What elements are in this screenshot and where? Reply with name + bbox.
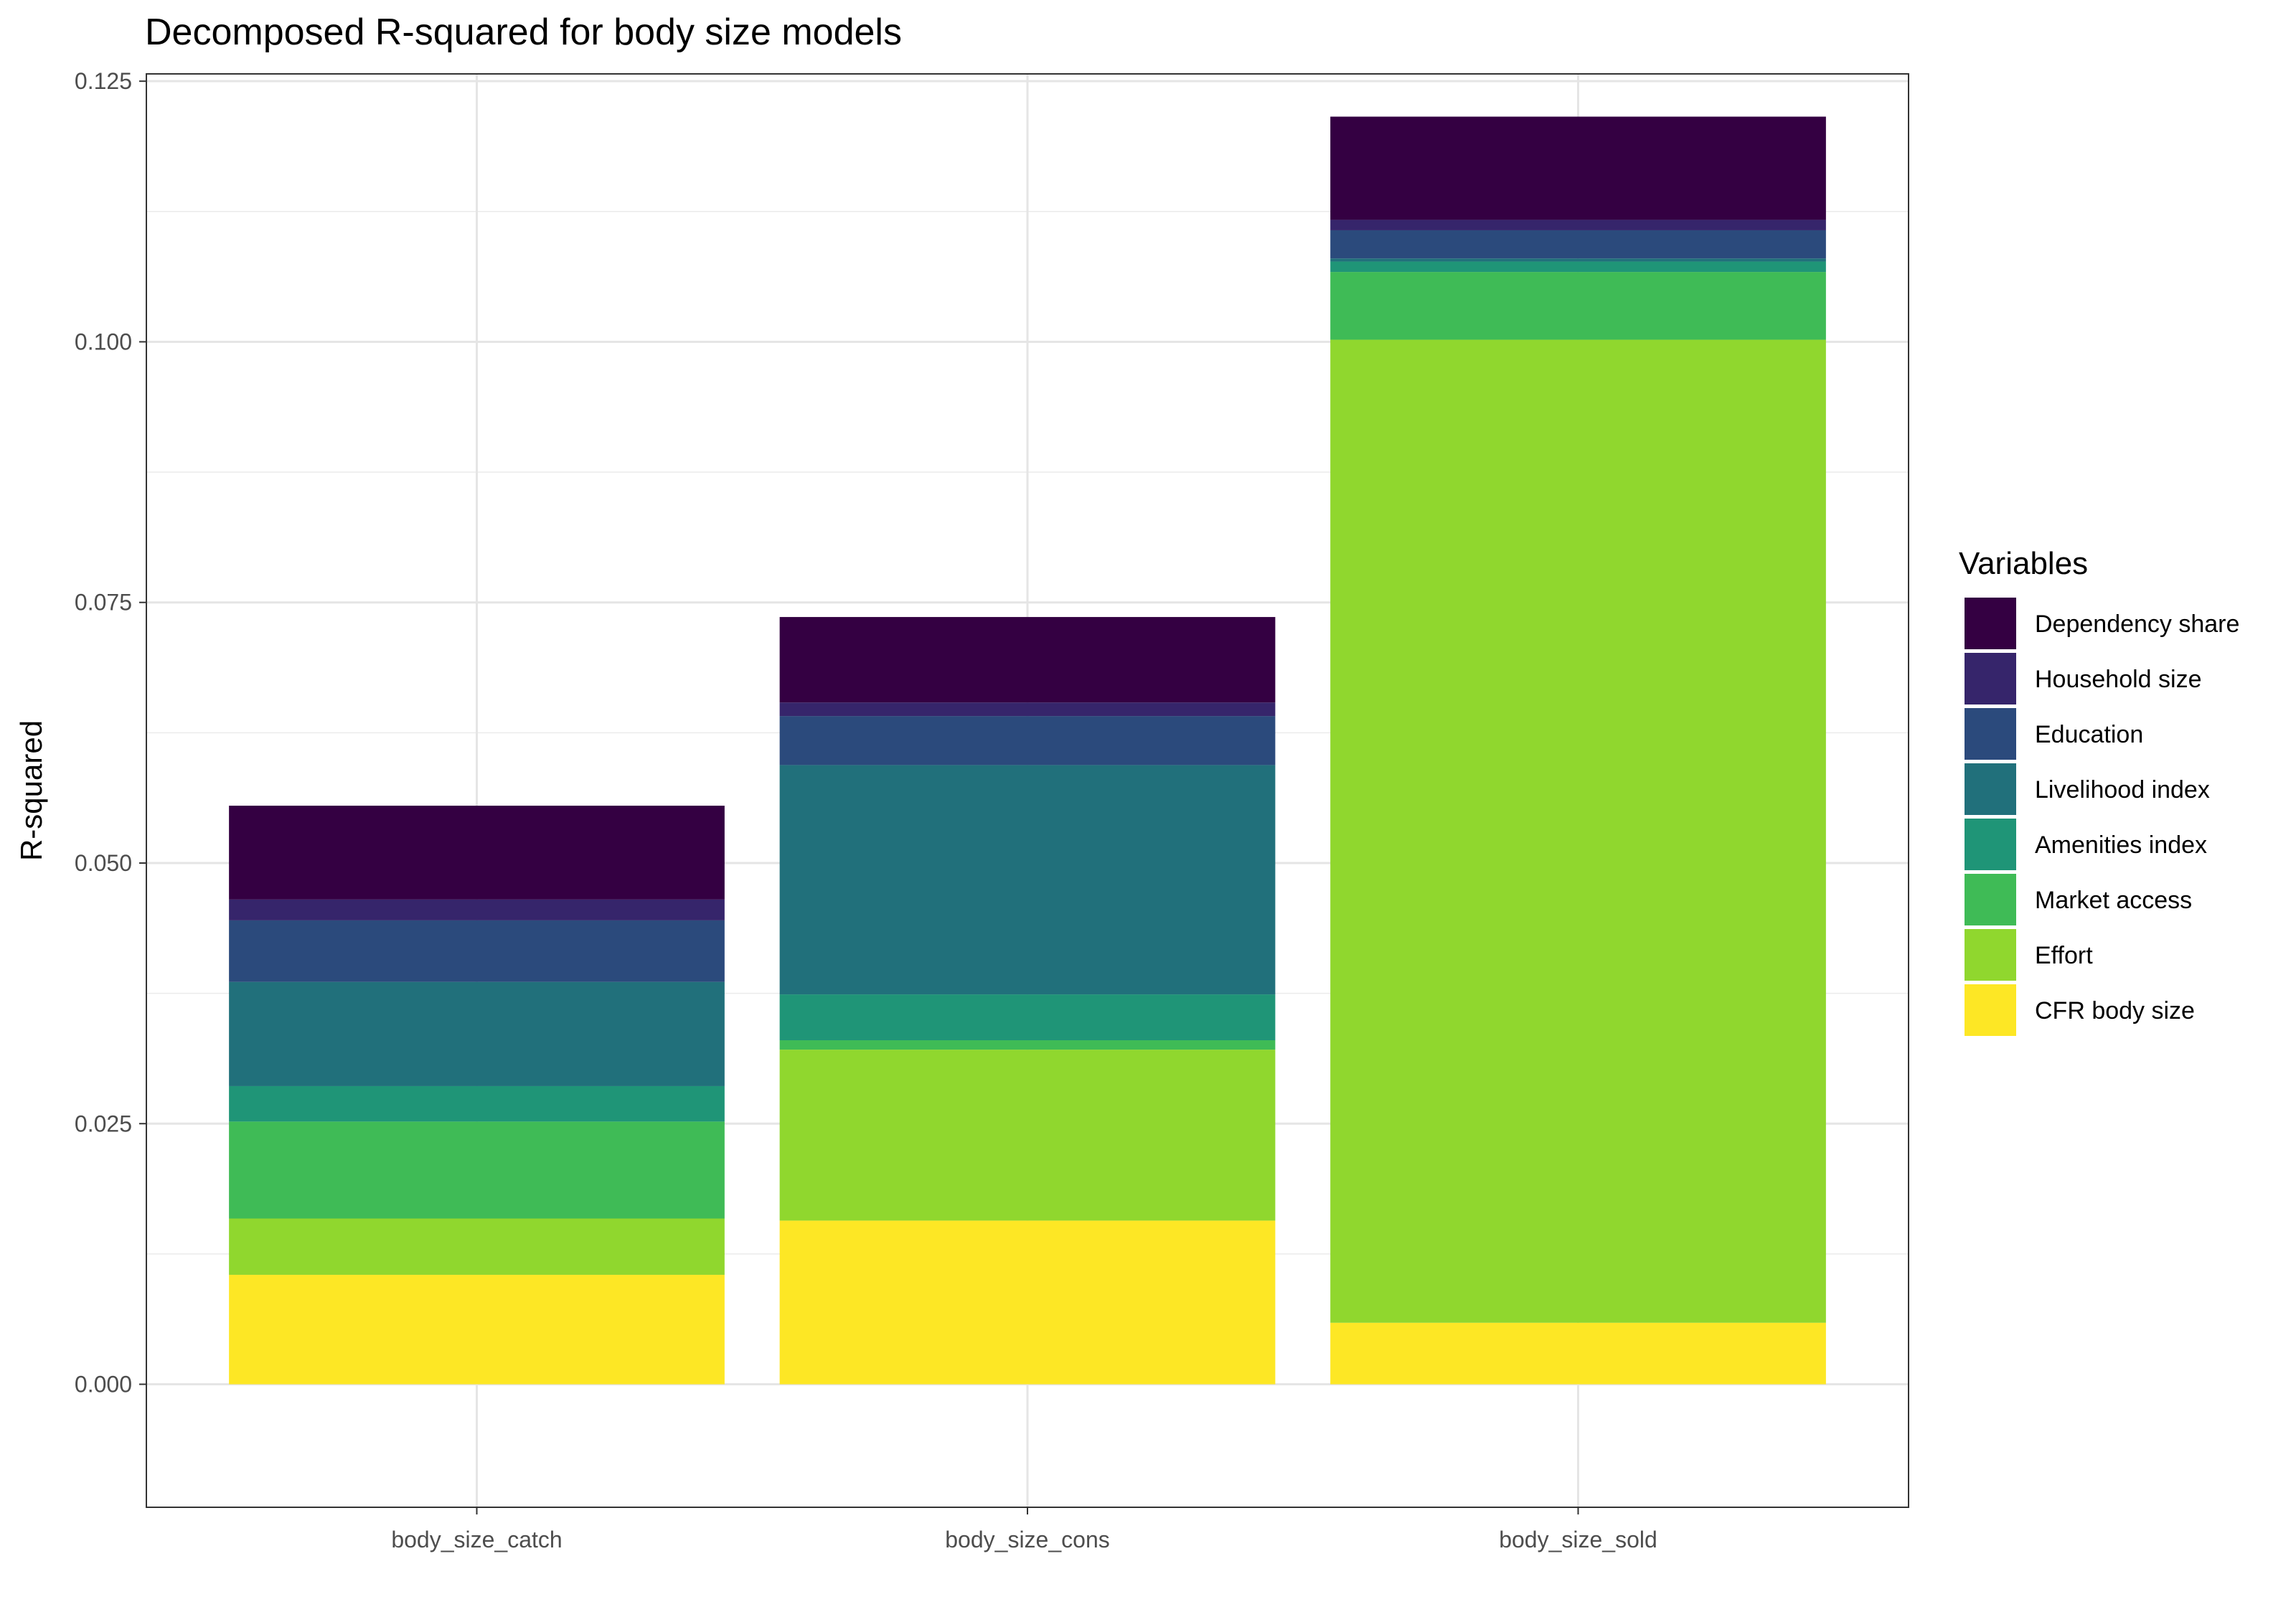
bar-segment-effort-body-size-catch bbox=[229, 1218, 725, 1275]
legend-key-cfr-body-size bbox=[1965, 984, 2016, 1036]
bar-segment-household-size-body-size-sold bbox=[1330, 220, 1826, 230]
bar-segment-market-access-body-size-cons bbox=[779, 1040, 1276, 1050]
x-axis: body_size_catch body_size_cons body_size_s… bbox=[391, 1507, 1657, 1552]
bar-segment-livelihood-index-body-size-catch bbox=[229, 981, 725, 1086]
legend-label-education: Education bbox=[2035, 721, 2143, 748]
bar-segment-cfr-body-size-body-size-catch bbox=[229, 1274, 725, 1385]
legend-key-education bbox=[1965, 708, 2016, 760]
bar-segment-livelihood-index-body-size-sold bbox=[1330, 258, 1826, 262]
legend-key-effort bbox=[1965, 929, 2016, 981]
legend-label-dependency-share: Dependency share bbox=[2035, 611, 2239, 638]
bar-segment-dependency-share-body-size-catch bbox=[229, 806, 725, 900]
legend-key-livelihood-index bbox=[1965, 763, 2016, 815]
bar-segment-livelihood-index-body-size-cons bbox=[779, 765, 1276, 995]
y-axis-title: R-squared bbox=[14, 720, 48, 861]
bar-segment-market-access-body-size-catch bbox=[229, 1121, 725, 1219]
legend-key-dependency-share bbox=[1965, 598, 2016, 649]
bar-segment-cfr-body-size-body-size-sold bbox=[1330, 1322, 1826, 1385]
bar-segment-household-size-body-size-catch bbox=[229, 899, 725, 920]
y-tick-label: 0.025 bbox=[75, 1111, 132, 1136]
legend-label-livelihood-index: Livelihood index bbox=[2035, 776, 2210, 804]
bar-segment-market-access-body-size-sold bbox=[1330, 272, 1826, 340]
bar-segment-effort-body-size-sold bbox=[1330, 339, 1826, 1323]
legend: Variables Dependency share Household size… bbox=[1959, 546, 2239, 1036]
legend-label-market-access: Market access bbox=[2035, 887, 2192, 914]
x-tick-label: body_size_sold bbox=[1499, 1527, 1657, 1552]
bar-segment-education-body-size-cons bbox=[779, 716, 1276, 765]
y-tick-label: 0.075 bbox=[75, 590, 132, 616]
bar-segment-amenities-index-body-size-cons bbox=[779, 994, 1276, 1041]
legend-key-market-access bbox=[1965, 874, 2016, 925]
y-axis: 0.000 0.025 0.050 0.075 0.100 0.125 bbox=[75, 68, 146, 1398]
bar-segment-amenities-index-body-size-sold bbox=[1330, 261, 1826, 273]
legend-label-household-size: Household size bbox=[2035, 666, 2201, 693]
y-tick-label: 0.000 bbox=[75, 1372, 132, 1398]
legend-label-amenities-index: Amenities index bbox=[2035, 831, 2207, 859]
x-tick-label: body_size_catch bbox=[391, 1527, 562, 1552]
y-tick-label: 0.125 bbox=[75, 68, 132, 94]
bar-segment-effort-body-size-cons bbox=[779, 1050, 1276, 1221]
legend-key-household-size bbox=[1965, 653, 2016, 704]
legend-key-amenities-index bbox=[1965, 819, 2016, 870]
chart-title: Decomposed R-squared for body size model… bbox=[145, 11, 902, 53]
bar-segment-household-size-body-size-cons bbox=[779, 702, 1276, 717]
bars bbox=[229, 116, 1826, 1385]
bar-segment-dependency-share-body-size-cons bbox=[779, 617, 1276, 703]
x-tick-label: body_size_cons bbox=[945, 1527, 1109, 1552]
legend-label-effort: Effort bbox=[2035, 942, 2093, 969]
bar-segment-education-body-size-sold bbox=[1330, 230, 1826, 259]
y-tick-label: 0.100 bbox=[75, 329, 132, 354]
legend-title: Variables bbox=[1959, 546, 2088, 581]
bar-segment-education-body-size-catch bbox=[229, 920, 725, 982]
bar-segment-dependency-share-body-size-sold bbox=[1330, 116, 1826, 220]
bar-segment-cfr-body-size-body-size-cons bbox=[779, 1220, 1276, 1385]
y-tick-label: 0.050 bbox=[75, 850, 132, 876]
legend-label-cfr-body-size: CFR body size bbox=[2035, 997, 2195, 1024]
bar-segment-amenities-index-body-size-catch bbox=[229, 1085, 725, 1122]
